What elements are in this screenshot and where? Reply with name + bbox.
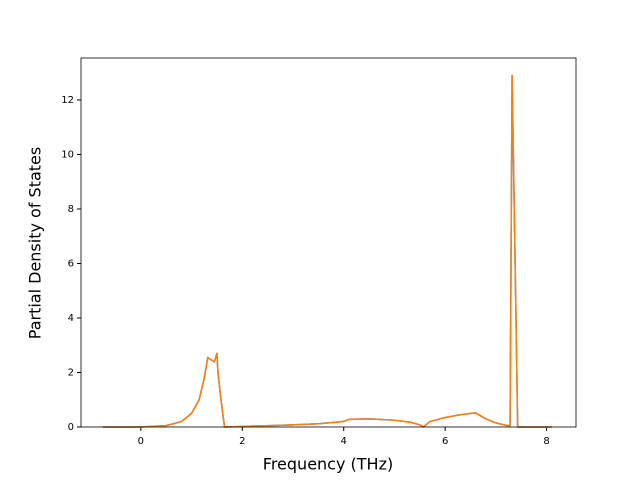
data-line xyxy=(102,74,552,428)
y-tick-label: 8 xyxy=(68,204,74,215)
x-tick-label: 0 xyxy=(138,436,144,447)
x-tick-label: 8 xyxy=(543,436,549,447)
y-axis-label: Partial Density of States xyxy=(26,147,45,339)
x-tick-label: 4 xyxy=(341,436,347,447)
y-tick-label: 4 xyxy=(68,313,74,324)
y-tick-label: 12 xyxy=(61,95,74,106)
y-tick-label: 0 xyxy=(68,422,74,433)
x-tick-label: 6 xyxy=(442,436,448,447)
y-tick-label: 6 xyxy=(68,258,74,269)
y-tick-label: 2 xyxy=(68,367,74,378)
plot-frame xyxy=(80,57,577,428)
x-axis-label: Frequency (THz) xyxy=(263,455,393,474)
data-line xyxy=(102,74,552,428)
x-tick-label: 2 xyxy=(239,436,245,447)
y-tick-label: 10 xyxy=(61,149,74,160)
